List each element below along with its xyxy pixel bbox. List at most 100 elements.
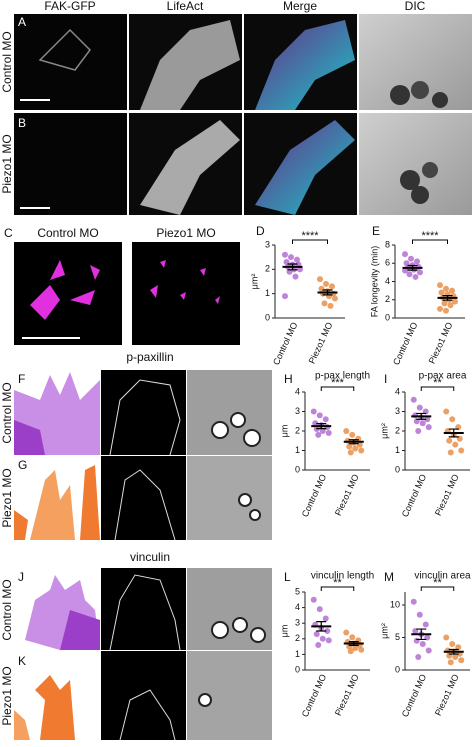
micrographs [14,14,472,215]
data-point [288,254,294,261]
y-axis-label: μm² [379,623,389,639]
data-point [312,420,319,427]
panel-letter: C [4,226,13,240]
data-point [425,424,432,431]
row-label: Control MO [0,382,14,443]
data-point [441,300,448,307]
error-bar [442,295,453,301]
y-tick-label: 8 [385,239,390,249]
data-point [437,282,443,289]
y-tick-label: 3 [295,406,300,416]
y-axis-label: μm [279,425,289,438]
data-point [447,302,454,309]
y-tick-label: 1 [265,288,270,298]
data-point [310,596,317,603]
data-point [282,293,288,300]
significance-bracket [320,586,355,591]
data-point [422,621,429,628]
data-point [322,416,329,423]
significance: ** [433,577,442,589]
panel-letter: J [18,570,24,584]
data-point [321,300,328,307]
data-point [446,437,453,444]
data-point [358,646,365,653]
significance-bracket [420,586,455,591]
panel-title: Piezo1 MO [156,226,215,240]
data-point [329,283,335,290]
data-point [282,251,288,258]
data-point [315,431,322,438]
cartoons-and-images [14,370,272,541]
error-bar [416,628,427,641]
y-tick-label: 6 [385,258,390,268]
error-bar [407,264,418,271]
column-header: FAK-GFP [44,0,95,13]
data-point [443,285,449,292]
x-tick-label: Control MO [400,673,429,719]
data-point [408,255,414,262]
data-point [443,634,450,641]
data-point [415,428,422,434]
panel-letter: H [284,372,293,386]
data-point [412,273,419,280]
cartoons-and-images [14,568,272,741]
y-tick-label: 5 [295,586,300,596]
data-point [319,635,326,642]
row-label: Piezo1 MO [0,666,14,725]
y-tick-label: 2 [295,633,300,643]
y-tick-label: 4 [295,602,300,612]
y-tick-label: 4 [385,276,390,286]
y-tick-label: 10 [390,599,400,609]
x-tick-label: Control MO [271,321,300,367]
y-axis-label: FA longevity (min) [369,246,379,318]
data-point [324,628,331,634]
data-point [349,431,356,438]
chart-title: p-pax area [419,371,467,382]
panel-letter: D [256,224,265,238]
data-point [437,305,443,312]
row-label: Piezo1 MO [0,468,14,527]
data-point [343,629,350,636]
data-point [416,611,423,618]
data-point [424,416,431,423]
y-tick-label: 0 [295,664,300,674]
panel-letter: G [18,458,27,472]
x-tick-label: Piezo1 MO [433,673,461,718]
x-tick-label: Piezo1 MO [333,473,361,518]
x-tick-label: Piezo1 MO [333,673,361,718]
significance-bracket [320,386,355,391]
x-tick-label: Control MO [391,321,420,367]
data-point [323,280,329,287]
data-point [325,637,332,644]
data-point [438,289,445,296]
error-bar [448,648,459,655]
section-title: p-paxillin [126,350,173,364]
data-point [449,416,456,423]
data-point [458,447,465,454]
data-point [317,276,323,283]
data-point [443,408,450,415]
panel-letter: I [384,372,387,386]
y-tick-label: 0 [395,664,400,674]
panel-letter: B [18,116,26,130]
significance: ** [433,377,442,389]
x-tick-label: Piezo1 MO [427,321,455,366]
y-tick-label: 0 [265,312,270,322]
row-label: Control MO [0,31,14,92]
chart-title: vinculin area [414,571,471,582]
data-point [419,641,426,647]
data-point [452,298,458,305]
data-point [452,654,459,660]
data-point [455,644,462,651]
error-bar [348,439,359,445]
x-tick-label: Piezo1 MO [433,473,461,518]
x-tick-label: Control MO [300,673,329,719]
error-bar [416,412,427,420]
y-tick-label: 2 [295,425,300,435]
data-point [332,295,338,302]
panel-title: Control MO [37,226,98,240]
error-bar [348,641,359,646]
significance: **** [301,230,319,242]
data-point [346,443,353,450]
